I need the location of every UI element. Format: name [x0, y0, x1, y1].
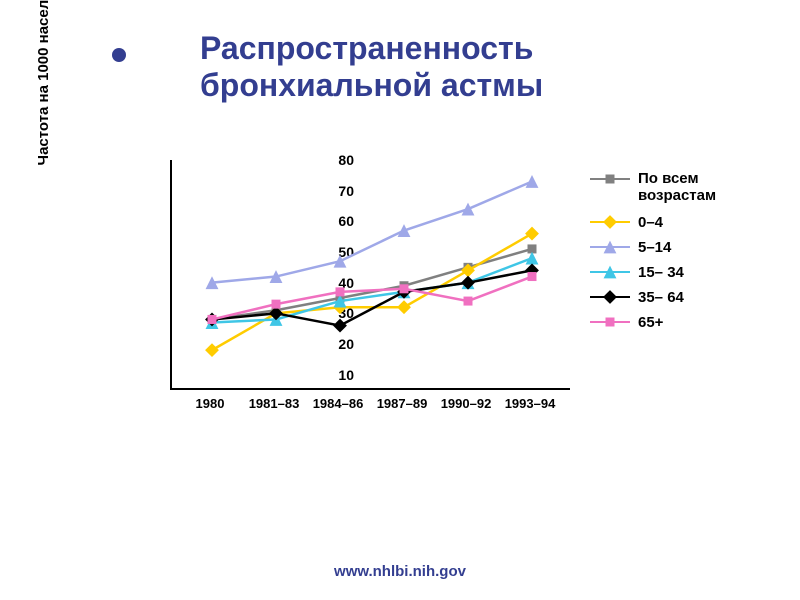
legend-swatch	[590, 170, 630, 188]
legend-item: 0–4	[590, 211, 716, 233]
legend-label: 5–14	[638, 239, 671, 256]
legend-swatch	[590, 238, 630, 256]
legend-item: 15– 34	[590, 261, 716, 283]
legend-item: 65+	[590, 311, 716, 333]
x-tick: 1980	[196, 396, 225, 411]
x-tick: 1990–92	[441, 396, 492, 411]
legend-item: 5–14	[590, 236, 716, 258]
legend-swatch	[590, 313, 630, 331]
chart-container: Частота на 1000 населения 10203040506070…	[70, 160, 760, 460]
legend-label: 65+	[638, 314, 663, 331]
x-tick: 1984–86	[313, 396, 364, 411]
source-url: www.nhlbi.nih.gov	[0, 563, 800, 580]
x-tick: 1987–89	[377, 396, 428, 411]
x-tick: 1993–94	[505, 396, 556, 411]
legend-swatch	[590, 263, 630, 281]
legend-item: По всемвозрастам	[590, 170, 716, 208]
legend-label: 15– 34	[638, 264, 684, 281]
legend-label: 35– 64	[638, 289, 684, 306]
legend-swatch	[590, 288, 630, 306]
slide-bullet	[112, 48, 126, 62]
legend-swatch	[590, 213, 630, 231]
legend-label: 0–4	[638, 214, 663, 231]
title-line-1: Распространенность	[200, 30, 543, 67]
x-tick: 1981–83	[249, 396, 300, 411]
chart-lines	[172, 160, 572, 390]
title-line-2: бронхиальной астмы	[200, 67, 543, 104]
legend: По всемвозрастам 0–4 5–14 15– 34 35– 64 65+	[590, 170, 716, 336]
legend-item: 35– 64	[590, 286, 716, 308]
slide-title: Распространенность бронхиальной астмы	[200, 30, 543, 104]
plot-area	[170, 160, 570, 390]
legend-label: По всемвозрастам	[638, 170, 716, 204]
y-axis-label: Частота на 1000 населения	[35, 0, 52, 180]
